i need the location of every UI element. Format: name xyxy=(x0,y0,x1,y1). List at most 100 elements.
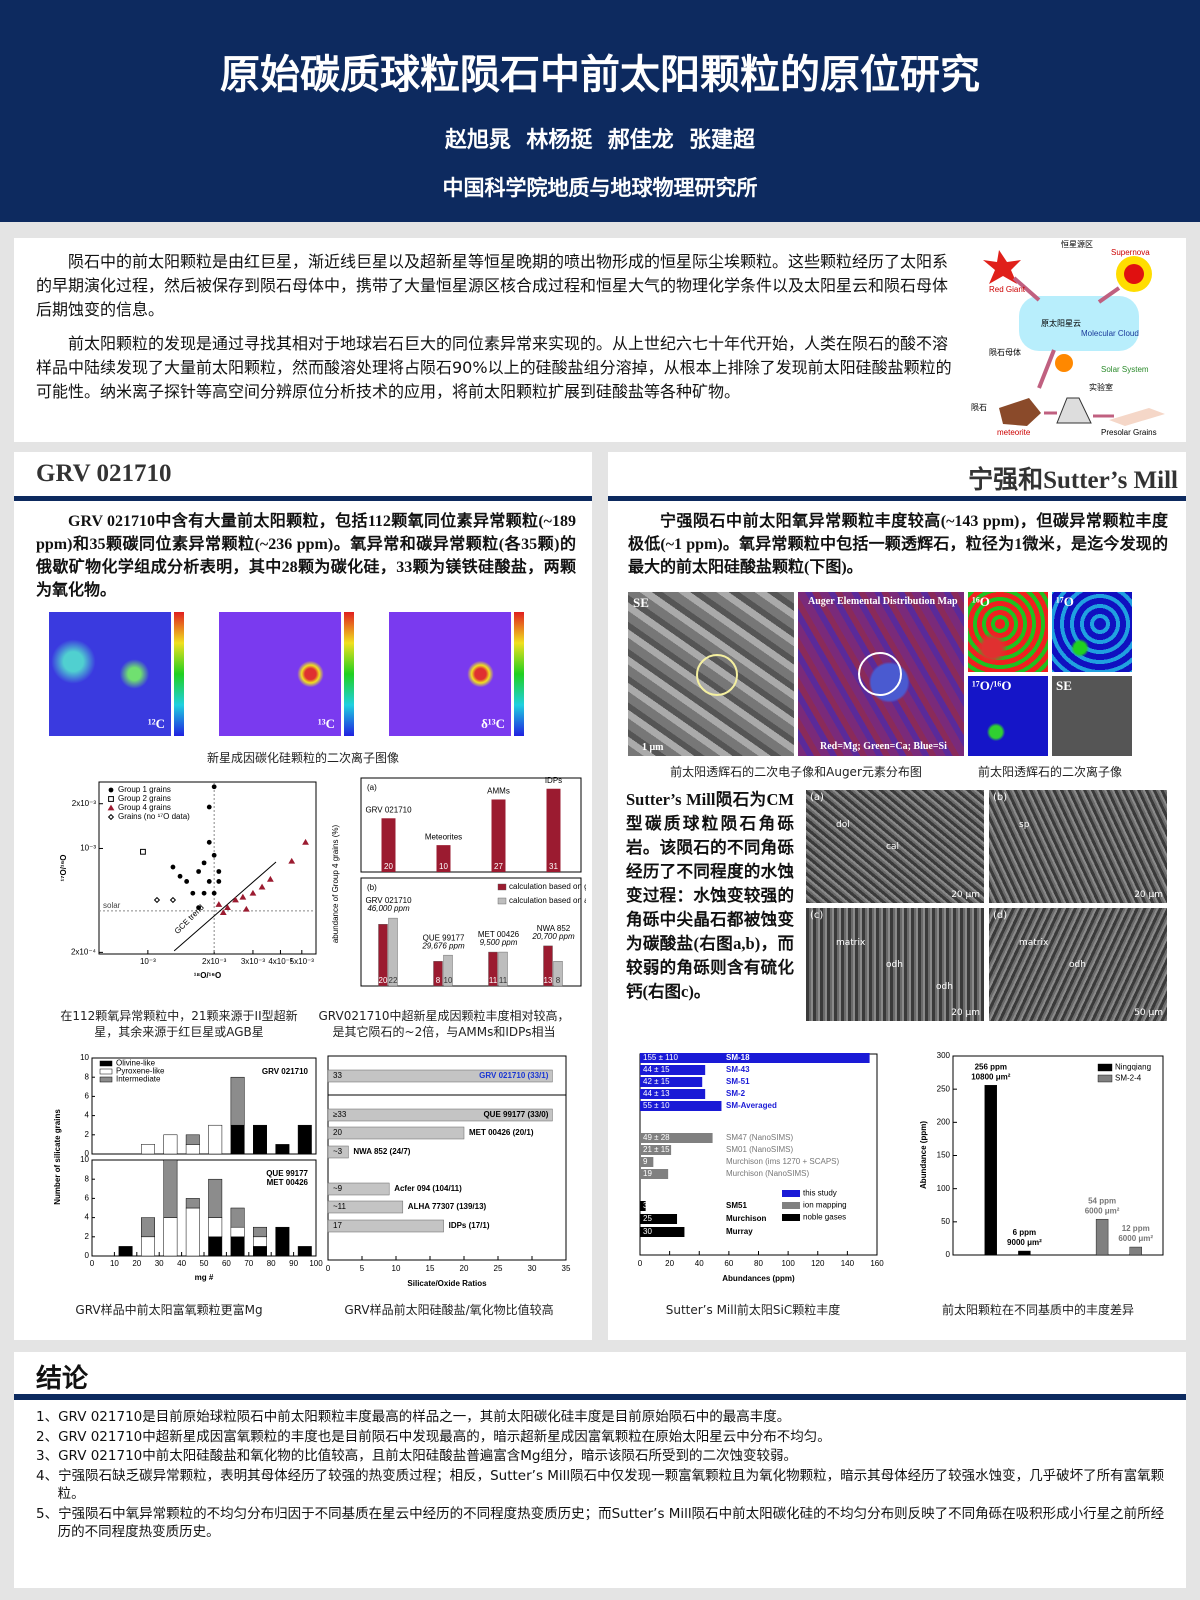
x-axis-label: ¹⁸O/¹⁶O xyxy=(194,971,221,980)
sutter-paragraph: Sutter’s Mill陨石为CM型碳质球粒陨石角砾岩。该陨石的不同角砾经历了… xyxy=(626,790,794,1001)
bar-segment xyxy=(208,1217,223,1238)
point xyxy=(216,879,222,884)
point xyxy=(288,857,296,864)
legend-swatch xyxy=(99,1060,113,1067)
image-label: SE xyxy=(633,595,649,610)
image-label: ¹⁶O xyxy=(972,594,990,609)
category-label: QUE 99177 xyxy=(423,933,465,942)
bar xyxy=(433,961,443,987)
conclusion-item: 1、GRV 021710是目前原始球粒陨石中前太阳颗粒丰度最高的样品之一，其前太… xyxy=(36,1409,791,1425)
image-label: Red=Mg; Green=Ca; Blue=Si xyxy=(820,741,947,752)
legend-swatch xyxy=(99,1076,113,1083)
caption: GRV样品前太阳硅酸盐/氧化物比值较高 xyxy=(344,1303,554,1317)
x-tick-label: 5x10⁻³ xyxy=(290,957,315,966)
sub-label: 29,676 ppm xyxy=(421,941,465,950)
caption: 前太阳颗粒在不同基质中的丰度差异 xyxy=(941,1303,1134,1317)
heading-rule xyxy=(14,1394,1186,1400)
x-tick-label: 100 xyxy=(781,1259,795,1268)
diagram-label: 原太阳星云 xyxy=(1041,318,1081,328)
category-label: MET 00426 (20/1) xyxy=(469,1128,534,1137)
y-tick-label: 10 xyxy=(80,1155,89,1164)
y-axis-label: abundance of Group 4 grains (%) xyxy=(331,825,340,944)
x-tick-label: 20 xyxy=(460,1264,469,1273)
bar-value: 20 xyxy=(333,1128,342,1137)
section-paragraph: GRV 021710中含有大量前太阳颗粒，包括112颗氧同位素异常颗粒(~189… xyxy=(36,513,576,599)
point xyxy=(201,860,207,866)
category-label: Meteorites xyxy=(425,832,462,841)
point xyxy=(169,896,177,904)
y-tick-label: 300 xyxy=(937,1051,951,1060)
caption: 前太阳透辉石的二次离子像 xyxy=(977,765,1122,779)
bar xyxy=(436,845,451,872)
bse-image: (b) sp 20 μm xyxy=(989,790,1167,903)
category-label: SM47 (NanoSIMS) xyxy=(726,1133,793,1142)
bar xyxy=(388,917,398,987)
x-tick-label: 40 xyxy=(695,1259,704,1268)
x-tick-label: 100 xyxy=(309,1259,323,1268)
legend-label: Olivine-like xyxy=(116,1059,156,1068)
colorbar xyxy=(514,612,524,736)
y-axis-label: ¹⁷O/¹⁶O xyxy=(59,855,68,882)
grain-circle xyxy=(696,654,738,696)
sub-label: 9,500 ppm xyxy=(480,938,518,947)
x-tick-label: 30 xyxy=(528,1264,537,1273)
meteorite-icon xyxy=(999,398,1041,426)
point xyxy=(108,787,114,793)
bar-segment xyxy=(141,1236,155,1257)
grain-circle xyxy=(858,652,902,696)
heading-rule xyxy=(608,496,1186,501)
bar-value: 20 xyxy=(384,862,393,871)
section-heading: 宁强和Sutter’s Mill xyxy=(968,467,1178,494)
bar-value: 49 ± 28 xyxy=(643,1133,670,1142)
scale-label: 1 μm xyxy=(642,742,664,753)
bar-segment xyxy=(230,1236,245,1257)
caption: 在112颗氧异常颗粒中，21颗来源于II型超新星，其余来源于红巨星或AGB星 xyxy=(60,1009,298,1039)
image-note: odh xyxy=(1069,960,1086,970)
legend-label: noble gases xyxy=(803,1213,846,1222)
auger-map: Auger Elemental Distribution Map Red=Mg;… xyxy=(798,592,964,756)
point xyxy=(211,852,217,858)
bar xyxy=(381,818,396,872)
caption: Sutter’s Mill前太阳SiC颗粒丰度 xyxy=(665,1303,841,1317)
group4-abundance-chart: abundance of Group 4 grains (%) (a) 20 GRV … xyxy=(331,776,586,987)
ion-image: ¹⁶O xyxy=(968,592,1048,672)
x-tick-label: 4x10⁻³ xyxy=(268,957,293,966)
conclusion-item: 5、宁强陨石中氧异常颗粒的不均匀分布归因于不同基质在星云中经历的不同程度热变质历… xyxy=(36,1505,1165,1541)
y-tick-label: 4 xyxy=(85,1213,90,1222)
point xyxy=(266,875,274,882)
image-label: δ¹³C xyxy=(481,716,505,731)
bar-value: 11 xyxy=(489,976,498,985)
bar-segment xyxy=(185,1207,200,1257)
category-label: Murchison xyxy=(726,1214,767,1223)
bar-value: 44 ± 15 xyxy=(643,1065,670,1074)
bar-segment xyxy=(208,1178,223,1218)
legend-label: this study xyxy=(803,1189,837,1198)
bar xyxy=(1129,1246,1142,1256)
panel-label: (a) xyxy=(810,792,824,803)
y-tick-label: 0 xyxy=(85,1251,90,1260)
bar-segment xyxy=(141,1217,155,1238)
x-tick-label: 50 xyxy=(200,1259,209,1268)
point xyxy=(170,864,176,870)
category-label: Murchison (ims 1270 + SCAPS) xyxy=(726,1157,839,1166)
x-tick-label: 20 xyxy=(132,1259,141,1268)
panel-label: MET 00426 xyxy=(267,1178,309,1187)
image-label: ¹²C xyxy=(147,716,165,731)
bar-value: 3.8 ± 0.4 xyxy=(643,1201,675,1210)
legend-label: calculation based on abundance xyxy=(509,896,586,905)
bar-value: ~3 xyxy=(333,1147,343,1156)
caption: GRV样品中前太阳富氧颗粒更富Mg xyxy=(75,1303,263,1317)
bar xyxy=(327,1108,553,1122)
bar-segment xyxy=(297,1246,312,1257)
value-label: 12 ppm xyxy=(1122,1224,1150,1233)
sub-label: 46,000 ppm xyxy=(367,904,410,913)
x-tick-label: 10 xyxy=(392,1264,401,1273)
x-tick-label: 0 xyxy=(326,1264,331,1273)
point xyxy=(108,796,114,802)
bar-value: 55 ± 10 xyxy=(643,1101,670,1110)
diagram-label: Solar System xyxy=(1101,365,1149,374)
institute: 中国科学院地质与地球物理研究所 xyxy=(442,176,758,200)
bar-value: 21 ± 15 xyxy=(643,1145,670,1154)
x-axis-label: Abundances (ppm) xyxy=(722,1274,795,1283)
image-label: SE xyxy=(1056,678,1072,693)
